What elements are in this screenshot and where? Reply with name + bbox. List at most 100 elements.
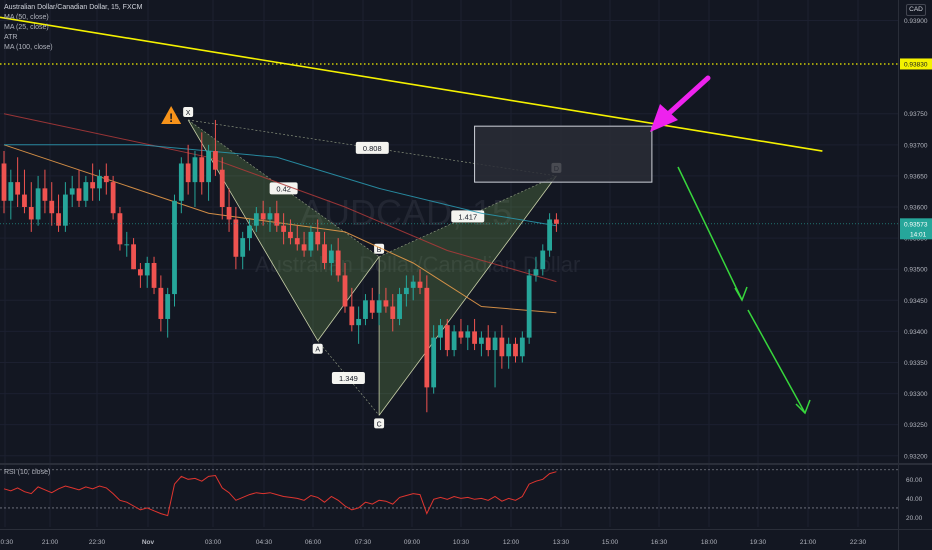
candle-body [444, 325, 450, 351]
currency-button[interactable]: CAD [906, 4, 926, 16]
price-tick-label: 0.93250 [904, 422, 928, 429]
candle [267, 207, 273, 232]
candle-body [103, 175, 109, 183]
candle-body [15, 182, 21, 195]
indicator-atr[interactable]: ATR [4, 34, 18, 41]
candle [35, 175, 41, 226]
price-tick-label: 0.93700 [904, 142, 928, 149]
candle-body [226, 207, 232, 220]
projection-arrow-2-head [795, 399, 811, 415]
candle-body [424, 287, 430, 388]
candle [76, 169, 82, 208]
time-tick-label: 21:00 [800, 539, 817, 546]
time-tick-label: 06:00 [305, 539, 322, 546]
candle-body [417, 281, 423, 288]
symbol-title: Australian Dollar/Canadian Dollar, 15, F… [4, 4, 143, 11]
candle [185, 144, 191, 195]
last-price-tag [900, 218, 932, 240]
time-tick-label: 10:30 [453, 539, 470, 546]
time-tick-label: 13:30 [553, 539, 570, 546]
candle [69, 175, 75, 208]
projection-arrow-2 [747, 309, 806, 414]
time-tick-label: 20:30 [0, 539, 14, 546]
candle-body [172, 200, 177, 295]
candle [42, 169, 48, 214]
candle-body [1, 163, 7, 201]
point-label-c: C [377, 421, 382, 428]
candle [274, 200, 280, 232]
candle [390, 294, 396, 332]
candle-body [390, 306, 396, 319]
candle-body [97, 175, 102, 189]
candle-body [308, 231, 314, 251]
candle [410, 275, 416, 301]
candle [158, 275, 164, 332]
rsi-indicator-label[interactable]: RSI (10, close) [4, 469, 51, 476]
candle-body [267, 213, 273, 220]
candle [131, 238, 136, 270]
candle-body [178, 163, 184, 201]
candle-body [458, 331, 464, 338]
candle [547, 213, 552, 257]
candle [465, 325, 471, 351]
candle-body [69, 188, 75, 195]
warning-icon: ! [161, 105, 182, 125]
time-tick-label: 07:30 [355, 539, 372, 546]
candle [56, 194, 61, 232]
candle [1, 151, 7, 214]
rsi-tick-label: 20.00 [906, 515, 923, 522]
candle-body [90, 182, 96, 189]
ratio-label-box [269, 182, 298, 195]
price-tick-label: 0.93900 [904, 18, 928, 25]
price-tick-label: 0.93600 [904, 205, 928, 212]
candle-body [540, 250, 546, 270]
time-tick-label: 19:30 [750, 539, 767, 546]
rsi-tick-label: 40.00 [906, 496, 923, 503]
candle [213, 119, 218, 176]
time-tick-label: 03:00 [205, 539, 222, 546]
rsi-line [3, 471, 557, 517]
candle [151, 256, 157, 295]
indicator-ma100[interactable]: MA (100, close) [4, 44, 53, 51]
candle-body [547, 219, 552, 251]
candle-body [192, 157, 198, 183]
candle [472, 318, 477, 351]
ratio-label: 1.349 [339, 374, 358, 383]
candle [260, 200, 266, 226]
candle [172, 194, 177, 307]
candle [424, 275, 430, 413]
candle [519, 331, 525, 363]
candle [369, 287, 375, 319]
candle-body [165, 294, 171, 319]
candle [526, 269, 532, 344]
candle-body [288, 231, 293, 239]
candle-body [281, 225, 287, 232]
indicator-ma50[interactable]: MA (50, close) [4, 14, 49, 21]
candle [294, 225, 300, 251]
projection-arrow-1 [677, 166, 743, 301]
candle [178, 157, 184, 214]
candle-body [28, 207, 34, 220]
candle [138, 262, 143, 288]
bar-countdown: 14:01 [910, 231, 927, 238]
time-tick-label: 21:00 [42, 539, 59, 546]
price-axis-border [898, 0, 899, 550]
candle-body [499, 337, 505, 357]
candle [97, 169, 102, 201]
candle [363, 294, 368, 326]
candle [540, 244, 546, 276]
candle-body [383, 300, 389, 307]
candle [315, 219, 321, 251]
candle [226, 188, 232, 232]
candle [90, 163, 96, 201]
candle [301, 231, 307, 257]
indicator-ma25[interactable]: MA (25, close) [4, 24, 49, 31]
projection-arrows [677, 166, 811, 415]
candle-body [110, 182, 116, 214]
candle [328, 244, 334, 276]
candle-body [403, 287, 409, 295]
candle-body [472, 331, 477, 344]
candle [444, 318, 450, 357]
candle [451, 325, 457, 357]
